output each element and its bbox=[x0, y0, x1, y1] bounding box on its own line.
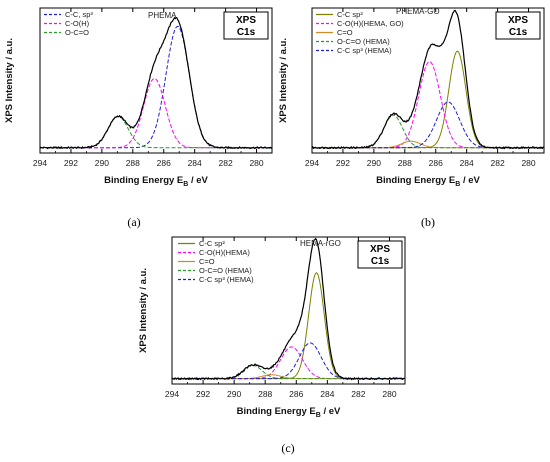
x-tick-label: 294 bbox=[33, 158, 47, 168]
xps-badge-line2: C1s bbox=[371, 256, 390, 267]
xps-badge-line2: C1s bbox=[237, 27, 256, 38]
plot-frame bbox=[311, 7, 545, 154]
xps-panel-2: 294 292 290 288 286 284 282 280 Binding Energy E… bbox=[278, 7, 545, 229]
legend-label: C-C sp³ (HEMA) bbox=[199, 275, 254, 284]
envelope-line bbox=[311, 9, 545, 150]
x-tick-label: 280 bbox=[382, 389, 396, 399]
x-tick-label: 284 bbox=[188, 158, 202, 168]
x-tick-label: 280 bbox=[521, 158, 535, 168]
xps-panel-1: 294 292 290 288 286 284 282 280 Binding Energy E… bbox=[4, 7, 273, 229]
legend-label: C=O bbox=[199, 257, 215, 266]
legend-label: C-O(H)(HEMA, GO) bbox=[337, 19, 404, 28]
x-axis-title: Binding Energy EB / eV bbox=[104, 175, 208, 188]
x-tick-label: 288 bbox=[258, 389, 272, 399]
x-tick-label: 284 bbox=[320, 389, 334, 399]
series-line-c-c-sp3 bbox=[312, 101, 544, 149]
x-tick-label: 282 bbox=[491, 158, 505, 168]
x-tick-label: 288 bbox=[126, 158, 140, 168]
legend-label: C-C, sp³ bbox=[65, 10, 93, 19]
x-tick-label: 292 bbox=[336, 158, 350, 168]
legend-label: O-C=O (HEMA) bbox=[199, 266, 252, 275]
xps-badge-line1: XPS bbox=[370, 244, 390, 255]
series-line-c-c-sp3 bbox=[172, 342, 405, 380]
x-tick-label: 288 bbox=[398, 158, 412, 168]
x-tick-label: 284 bbox=[460, 158, 474, 168]
xps-badge-box bbox=[495, 11, 541, 40]
x-tick-label: 290 bbox=[95, 158, 109, 168]
xps-panel-3: 294 292 290 288 286 284 282 280 Binding Energy E… bbox=[138, 236, 406, 455]
series-line-c-o bbox=[312, 61, 544, 149]
y-axis-title: XPS Intensity / a.u. bbox=[4, 38, 15, 123]
x-tick-label: 292 bbox=[64, 158, 78, 168]
x-tick-label: 286 bbox=[157, 158, 171, 168]
sample-label: HEMA-rGO bbox=[300, 239, 341, 248]
x-tick-label: 286 bbox=[429, 158, 443, 168]
xps-badge-line2: C1s bbox=[509, 27, 528, 38]
x-tick-label: 294 bbox=[305, 158, 319, 168]
x-tick-label: 292 bbox=[196, 389, 210, 399]
x-tick-label: 282 bbox=[219, 158, 233, 168]
y-axis-title: XPS Intensity / a.u. bbox=[138, 268, 149, 353]
plot-frame bbox=[39, 7, 273, 154]
panel-caption: (c) bbox=[281, 441, 294, 455]
x-tick-label: 280 bbox=[249, 158, 263, 168]
series-line-c-c-sp2 bbox=[172, 272, 405, 380]
legend-label: C-C sp² bbox=[337, 10, 363, 19]
x-tick-label: 286 bbox=[289, 389, 303, 399]
xps-badge-box bbox=[357, 240, 403, 269]
legend-label: O-C=O bbox=[65, 28, 89, 37]
x-tick-label: 294 bbox=[165, 389, 179, 399]
series-line-c-c-sp2 bbox=[312, 50, 544, 149]
series-line-c-o bbox=[40, 78, 272, 149]
x-tick-label: 290 bbox=[227, 389, 241, 399]
x-tick-label: 282 bbox=[351, 389, 365, 399]
panel-caption: (b) bbox=[421, 215, 435, 229]
panel-caption: (a) bbox=[127, 215, 140, 229]
legend-label: C-C sp³ (HEMA) bbox=[337, 46, 392, 55]
series-line-c-c-sp3 bbox=[40, 25, 272, 149]
series-line-o-c-eq-o bbox=[312, 114, 544, 149]
y-axis-title: XPS Intensity / a.u. bbox=[278, 38, 289, 123]
envelope-line bbox=[39, 16, 273, 150]
series-line-o-c-eq-o bbox=[172, 364, 405, 380]
legend-label: C-C sp² bbox=[199, 239, 225, 248]
legend-label: C=O bbox=[337, 28, 353, 37]
x-axis-title: Binding Energy EB / eV bbox=[376, 175, 480, 188]
plot-frame bbox=[171, 236, 406, 385]
sample-label: PHEMA-GO bbox=[396, 7, 440, 16]
envelope-line bbox=[171, 237, 406, 381]
series-line-o-c-eq-o bbox=[40, 115, 272, 149]
xps-badge-line1: XPS bbox=[508, 15, 528, 26]
x-axis-title: Binding Energy EB / eV bbox=[237, 406, 341, 419]
legend-label: C-O(H)(HEMA) bbox=[199, 248, 250, 257]
xps-badge-line1: XPS bbox=[236, 15, 256, 26]
legend-label: C-O(H) bbox=[65, 19, 90, 28]
xps-badge-box bbox=[223, 11, 269, 40]
legend-label: O-C=O (HEMA) bbox=[337, 37, 390, 46]
x-tick-label: 290 bbox=[367, 158, 381, 168]
sample-label: PHEMA bbox=[148, 11, 177, 20]
